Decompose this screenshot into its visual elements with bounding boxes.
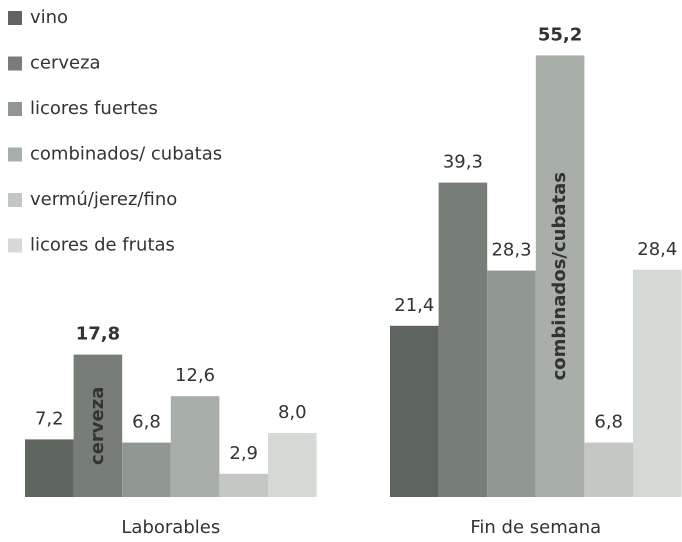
legend-label: combinados/ cubatas xyxy=(30,144,222,165)
value-label: 28,4 xyxy=(637,239,677,260)
bar-annotation: combinados/cubatas xyxy=(549,172,570,380)
legend-swatch xyxy=(8,11,22,25)
bar xyxy=(390,325,439,497)
value-label: 6,8 xyxy=(594,412,623,433)
legend-label: licores de frutas xyxy=(30,235,175,256)
legend-label: vermú/jerez/fino xyxy=(30,189,177,210)
legend-swatch xyxy=(8,193,22,207)
bar-annotation: cerveza xyxy=(87,387,108,465)
bar xyxy=(584,442,633,497)
value-label: 28,3 xyxy=(491,240,531,261)
value-label: 2,9 xyxy=(229,443,258,464)
x-tick-label: Laborables xyxy=(121,517,220,538)
value-label: 8,0 xyxy=(278,402,307,423)
legend-swatch xyxy=(8,56,22,71)
bar xyxy=(73,354,123,497)
value-label: 12,6 xyxy=(175,365,215,386)
legend-label: cerveza xyxy=(30,53,101,74)
bar xyxy=(25,439,74,497)
bar xyxy=(487,270,536,497)
value-label: 39,3 xyxy=(443,152,483,173)
bar xyxy=(535,55,585,498)
bar xyxy=(438,182,488,497)
bar xyxy=(170,396,220,497)
value-label: 17,8 xyxy=(76,324,120,345)
bar xyxy=(122,442,171,497)
x-tick-label: Fin de semana xyxy=(470,517,601,538)
legend-swatch xyxy=(8,147,22,162)
legend-label: licores fuertes xyxy=(30,98,158,119)
value-label: 6,8 xyxy=(132,412,161,433)
legend-swatch xyxy=(8,238,22,253)
bar xyxy=(268,433,317,497)
value-label: 21,4 xyxy=(394,295,434,316)
value-label: 7,2 xyxy=(35,408,64,429)
legend-label: vino xyxy=(30,7,68,28)
value-label: 55,2 xyxy=(538,24,582,45)
bar xyxy=(219,473,268,497)
bar xyxy=(633,269,682,497)
legend-swatch xyxy=(8,102,22,116)
